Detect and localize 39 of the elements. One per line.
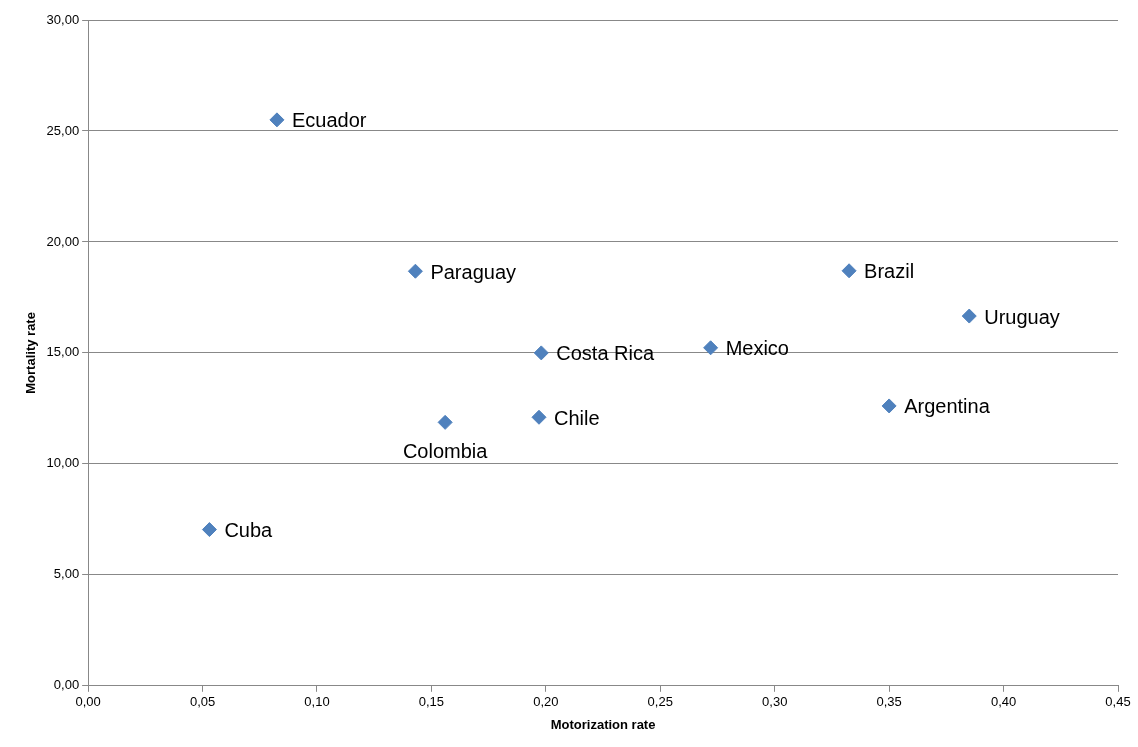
annotation: Chile: [553, 406, 600, 429]
x-tick-label: 0,45: [1105, 694, 1131, 710]
x-tick-label: 0,40: [990, 694, 1017, 710]
annotation: Brazil: [864, 260, 915, 283]
y-tick-label: 25,00: [46, 122, 80, 138]
annotation: Colombia: [402, 439, 489, 462]
y-tick-label: 15,00: [46, 344, 80, 360]
x-tick-label: 0,10: [304, 694, 330, 710]
annotation: Ecuador: [291, 109, 367, 132]
point: [961, 308, 977, 324]
y-tick-label: 10,00: [46, 455, 80, 471]
point: [201, 522, 217, 538]
y-tick-label: 0,00: [53, 677, 80, 693]
x-tick-label: 0,15: [418, 694, 445, 710]
annotation: Paraguay: [430, 260, 517, 283]
x-tick-label: 0,05: [189, 694, 216, 710]
x-tick-label: 0,00: [75, 694, 101, 710]
annotation: Cuba: [224, 519, 274, 542]
annotation: Mexico: [725, 337, 789, 360]
x-tick-label: 0,25: [647, 694, 673, 710]
x-tick-label: 0,30: [762, 694, 788, 710]
y-tick-label: 5,00: [53, 566, 80, 582]
x-tick-label: 0,35: [876, 694, 902, 710]
x-axis-title: Motorization rate: [550, 716, 656, 732]
annotation: Uruguay: [984, 305, 1060, 328]
point: [841, 263, 857, 279]
point: [531, 409, 547, 425]
point: [533, 345, 549, 361]
point: [703, 340, 719, 356]
annotation: Costa Rica: [556, 342, 655, 365]
y-tick-label: 30,00: [46, 11, 80, 27]
point: [881, 398, 897, 414]
point: [437, 414, 453, 430]
annotation: Argentina: [904, 395, 991, 418]
point: [407, 263, 423, 279]
point: [269, 112, 285, 128]
x-tick-label: 0,20: [533, 694, 559, 710]
y-axis-title: Mortality rate: [23, 312, 39, 394]
y-tick-label: 20,00: [46, 233, 80, 249]
